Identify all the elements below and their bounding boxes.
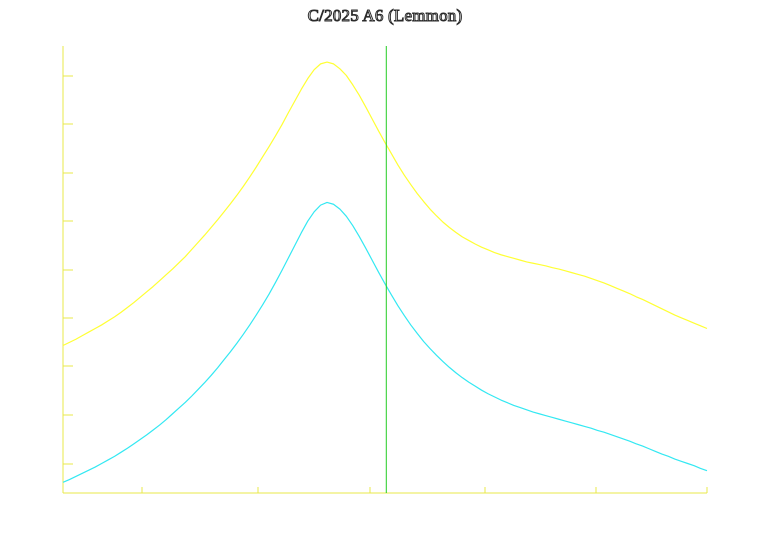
series-line-1 <box>62 201 708 483</box>
chart-title: C/2025 A6 (Lemmon) <box>307 6 463 26</box>
series-line-0 <box>62 61 708 347</box>
